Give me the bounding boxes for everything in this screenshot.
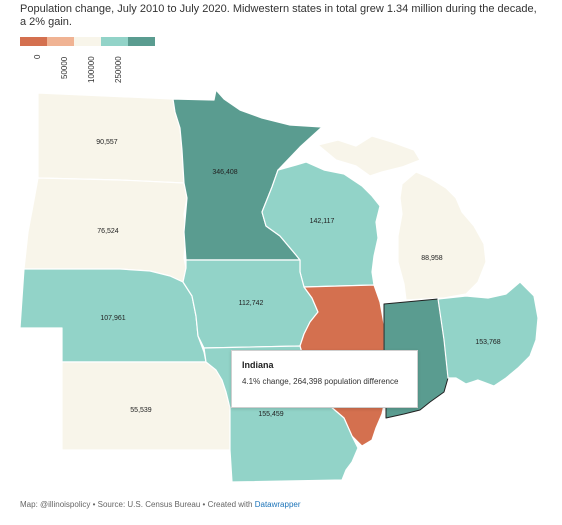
label-michigan: 88,958 (421, 255, 443, 262)
legend-swatch-1 (20, 37, 47, 46)
footer-credits: Map: @illinoispolicy • Source: U.S. Cens… (20, 500, 255, 509)
label-missouri: 155,459 (258, 411, 283, 418)
state-tooltip: Indiana 4.1% change, 264,398 population … (231, 350, 418, 408)
datawrapper-link[interactable]: Datawrapper (254, 500, 301, 509)
label-kansas: 55,539 (130, 407, 152, 414)
state-michigan[interactable] (317, 135, 487, 301)
tooltip-body: 4.1% change, 264,398 population differen… (242, 377, 399, 386)
map-footer: Map: @illinoispolicy • Source: U.S. Cens… (20, 500, 301, 509)
tooltip-title: Indiana (242, 360, 274, 370)
label-ohio: 153,768 (475, 339, 500, 346)
state-wisconsin[interactable] (261, 161, 381, 288)
label-iowa: 112,742 (239, 300, 264, 307)
label-north-dakota: 90,557 (96, 139, 118, 146)
map-subtitle: Population change, July 2010 to July 202… (20, 3, 537, 28)
state-north-dakota[interactable] (37, 92, 185, 184)
legend-swatch-3 (74, 37, 101, 46)
label-wisconsin: 142,117 (310, 218, 335, 225)
state-ohio[interactable] (437, 281, 539, 387)
legend-swatch-5 (128, 37, 155, 46)
state-kansas[interactable] (61, 361, 231, 451)
legend-swatch-4 (101, 37, 128, 46)
label-south-dakota: 76,524 (97, 228, 119, 235)
label-nebraska: 107,961 (100, 315, 125, 322)
label-minnesota: 346,408 (212, 169, 237, 176)
legend-swatch-2 (47, 37, 74, 46)
